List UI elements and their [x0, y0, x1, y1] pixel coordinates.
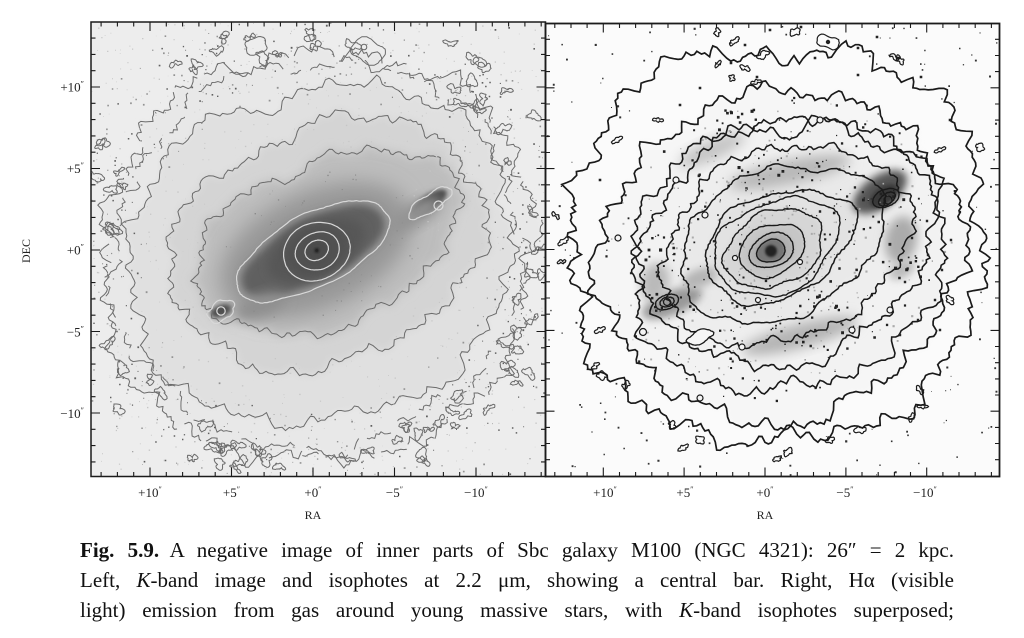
svg-text:+0″: +0″	[304, 485, 321, 500]
svg-text:RA: RA	[757, 508, 774, 522]
svg-text:+0″: +0″	[67, 243, 84, 258]
svg-text:−10″: −10″	[60, 406, 84, 421]
svg-text:+5″: +5″	[67, 161, 84, 176]
svg-text:+5″: +5″	[223, 485, 240, 500]
svg-text:+10″: +10″	[593, 485, 617, 500]
svg-text:+5″: +5″	[676, 485, 693, 500]
svg-text:−5″: −5″	[67, 324, 84, 339]
svg-text:+0″: +0″	[756, 485, 773, 500]
svg-text:−10″: −10″	[464, 485, 488, 500]
svg-text:RA: RA	[305, 508, 322, 522]
svg-text:−5″: −5″	[836, 485, 853, 500]
svg-text:DEC: DEC	[19, 239, 33, 263]
svg-text:+10″: +10″	[138, 485, 162, 500]
svg-text:+10″: +10″	[60, 80, 84, 95]
svg-text:−5″: −5″	[386, 485, 403, 500]
svg-text:−10″: −10″	[913, 485, 937, 500]
